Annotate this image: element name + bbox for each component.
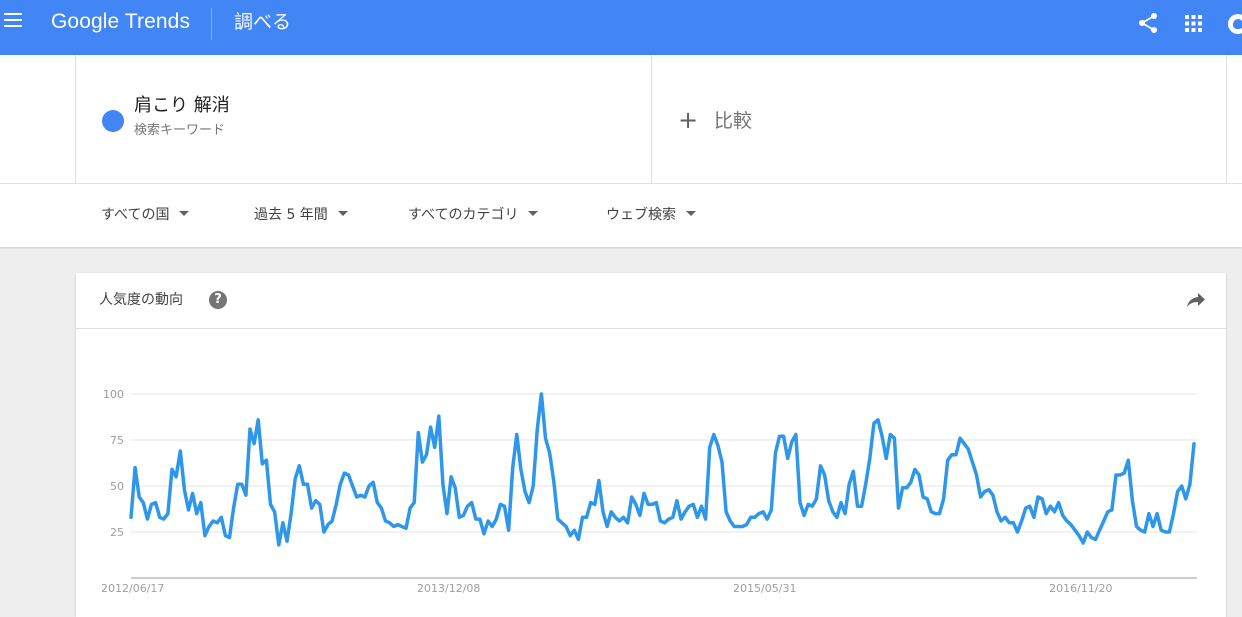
filter-time-label: 過去 5 年間 — [254, 207, 328, 223]
filter-time-range[interactable]: 過去 5 年間 — [254, 206, 348, 224]
filter-bar: すべての国 過去 5 年間 すべてのカテゴリ ウェブ検索 — [0, 183, 1242, 248]
y-tick-label: 25 — [110, 526, 124, 539]
dropdown-caret-icon — [528, 211, 539, 216]
filter-category[interactable]: すべてのカテゴリ — [408, 206, 539, 224]
share-icon[interactable] — [1138, 12, 1158, 34]
dropdown-caret-icon — [686, 211, 696, 216]
y-tick-label: 75 — [110, 434, 124, 447]
series-color-dot — [102, 110, 124, 132]
search-term-card[interactable]: 肩こり 解消 検索キーワード — [75, 55, 652, 183]
filter-region-label: すべての国 — [101, 207, 170, 223]
dropdown-caret-icon — [337, 211, 348, 216]
apps-grid-icon[interactable] — [1185, 15, 1202, 32]
trend-line-chart: 25 50 75 100 2012/06/17 2013/12/08 2015/05/31 2… — [101, 388, 1197, 595]
google-trends-logo[interactable]: Google Trends — [51, 10, 191, 33]
filter-search-type[interactable]: ウェブ検索 — [606, 206, 696, 224]
add-icon: + — [678, 106, 699, 134]
dropdown-caret-icon — [179, 211, 190, 216]
compare-card[interactable]: + 比較 — [651, 55, 1227, 183]
filter-search-type-label: ウェブ検索 — [606, 207, 676, 223]
card-divider — [76, 328, 1226, 329]
account-avatar-icon[interactable] — [1228, 14, 1242, 34]
filter-region[interactable]: すべての国 — [101, 206, 190, 224]
page-title: 調べる — [234, 11, 292, 33]
series-line[interactable] — [129, 392, 1196, 547]
x-tick-label: 2013/12/08 — [417, 582, 480, 595]
share-arrow-icon[interactable] — [1186, 292, 1206, 308]
help-icon[interactable]: ? — [209, 291, 227, 309]
top-app-bar: Google Trends 調べる — [0, 0, 1242, 55]
filter-category-label: すべてのカテゴリ — [408, 207, 519, 223]
x-tick-label: 2016/11/20 — [1049, 582, 1112, 595]
search-panel: 肩こり 解消 検索キーワード + 比較 すべての国 過去 5 年間 すべてのカテ… — [0, 55, 1242, 247]
search-term-name[interactable]: 肩こり 解消 — [134, 95, 230, 116]
x-tick-label: 2012/06/17 — [101, 582, 164, 595]
menu-icon[interactable] — [4, 13, 22, 27]
interest-over-time-card: 人気度の動向 ? 25 50 75 100 2012/06/17 2013/12/08 20… — [76, 273, 1226, 617]
y-tick-label: 50 — [110, 480, 124, 493]
search-term-type: 検索キーワード — [134, 123, 226, 138]
header-divider — [211, 8, 212, 40]
card-title: 人気度の動向 — [99, 292, 183, 308]
y-tick-label: 100 — [103, 388, 124, 401]
x-tick-label: 2015/05/31 — [733, 582, 796, 595]
compare-label[interactable]: 比較 — [714, 110, 753, 132]
